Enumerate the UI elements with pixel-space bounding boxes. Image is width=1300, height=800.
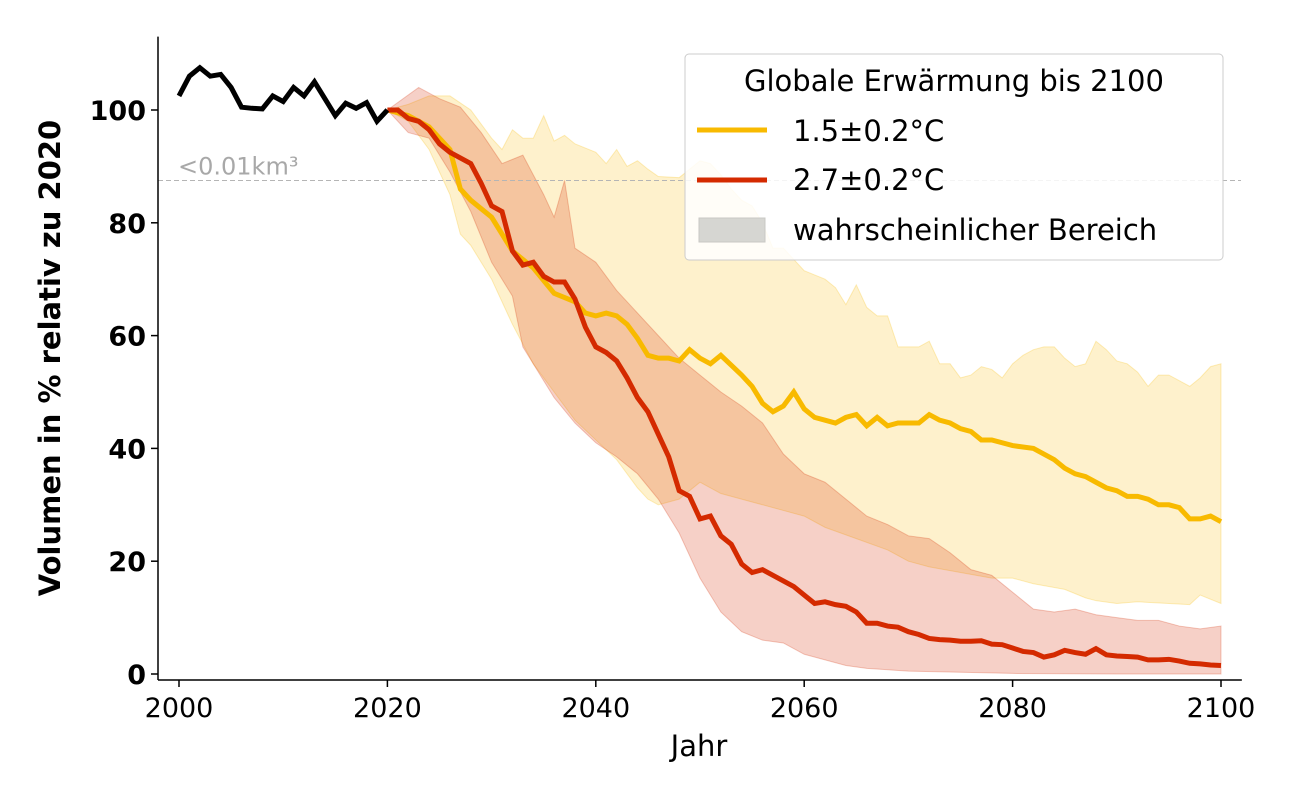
- y-axis-title: Volumen in % relativ zu 2020: [33, 120, 67, 596]
- threshold-label: <0.01km³: [178, 153, 298, 181]
- legend-label-range: wahrscheinlicher Bereich: [793, 213, 1157, 247]
- x-tick-label: 2000: [145, 693, 214, 724]
- legend-label-1-5: 1.5±0.2°C: [793, 114, 944, 148]
- y-tick-label: 100: [90, 96, 146, 127]
- legend-title: Globale Erwärmung bis 2100: [744, 64, 1164, 98]
- axes: [157, 36, 1242, 681]
- y-tick-label: 20: [108, 547, 146, 578]
- y-tick-label: 80: [108, 209, 146, 240]
- y-ticks: 0 20 40 60 80 100: [90, 96, 158, 691]
- legend-label-2-7: 2.7±0.2°C: [793, 163, 944, 197]
- x-ticks: 2000 2020 2040 2060 2080 2100: [145, 680, 1256, 724]
- uncertainty-bands: [386, 86, 1222, 675]
- x-tick-label: 2020: [353, 693, 422, 724]
- y-tick-label: 40: [108, 434, 146, 465]
- legend-box: [684, 53, 1224, 261]
- y-tick-label: 60: [108, 322, 146, 353]
- x-tick-label: 2080: [978, 693, 1047, 724]
- x-tick-label: 2040: [561, 693, 630, 724]
- series-lines: [176, 64, 1223, 669]
- legend: Globale Erwärmung bis 2100 1.5±0.2°C 2.7…: [684, 53, 1224, 261]
- line-1-5-0-2-c: [386, 107, 1223, 524]
- band-1-5-0-2-c: [386, 95, 1222, 606]
- x-axis-title: Jahr: [669, 729, 728, 763]
- x-tick-label: 2100: [1187, 693, 1256, 724]
- band-2-7-0-2-c: [386, 86, 1222, 675]
- line-2-7-0-2-c: [387, 107, 1222, 669]
- y-tick-label: 0: [127, 660, 146, 691]
- line-beobachtet: [176, 64, 390, 126]
- legend-swatch-range: [698, 217, 766, 243]
- x-tick-label: 2060: [770, 693, 839, 724]
